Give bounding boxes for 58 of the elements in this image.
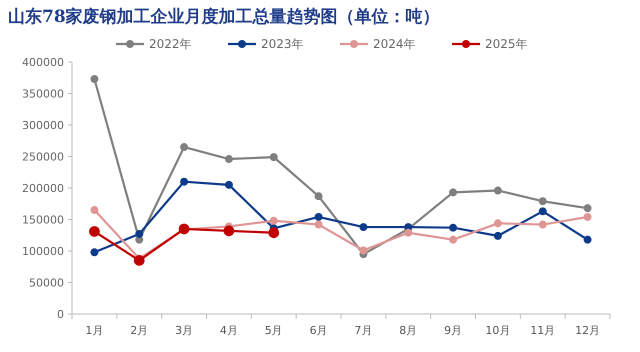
y-tick-label: 150000 bbox=[22, 213, 64, 226]
x-tick-label: 7月 bbox=[354, 324, 372, 337]
y-tick-label: 200000 bbox=[22, 182, 64, 195]
point bbox=[270, 216, 278, 225]
point bbox=[224, 226, 234, 236]
y-tick-label: 0 bbox=[57, 308, 64, 321]
point bbox=[268, 227, 280, 238]
point bbox=[538, 197, 547, 206]
y-tick-label: 100000 bbox=[22, 244, 64, 258]
point bbox=[584, 213, 592, 221]
legend-label: 2024年 bbox=[373, 37, 416, 52]
point bbox=[314, 220, 323, 229]
x-tick-label: 2月 bbox=[130, 324, 148, 337]
point bbox=[449, 188, 458, 196]
point bbox=[538, 220, 547, 229]
legend-label: 2023年 bbox=[261, 37, 304, 52]
point bbox=[314, 192, 323, 200]
x-tick-label: 4月 bbox=[220, 324, 238, 337]
point bbox=[134, 255, 145, 266]
y-tick-label: 400000 bbox=[22, 56, 64, 69]
point bbox=[584, 236, 592, 244]
point bbox=[90, 75, 98, 83]
y-tick-label: 250000 bbox=[22, 150, 64, 164]
y-tick-label: 50000 bbox=[29, 276, 64, 290]
point bbox=[89, 226, 100, 237]
point bbox=[449, 236, 458, 244]
point bbox=[314, 213, 323, 221]
x-tick-label: 9月 bbox=[444, 324, 462, 337]
point bbox=[135, 230, 144, 238]
point bbox=[270, 153, 278, 162]
point bbox=[359, 246, 368, 254]
point bbox=[494, 186, 502, 194]
chart-title: 山东78家废钢加工企业月度加工总量趋势图（单位：吨） bbox=[8, 7, 440, 27]
x-tick-label: 3月 bbox=[175, 324, 194, 337]
point bbox=[494, 232, 502, 240]
point bbox=[90, 248, 98, 256]
x-tick-label: 1月 bbox=[85, 324, 104, 337]
point bbox=[180, 178, 188, 186]
x-tick-label: 8月 bbox=[399, 324, 418, 337]
point bbox=[359, 223, 368, 232]
x-tick-label: 6月 bbox=[310, 324, 328, 337]
point bbox=[90, 206, 98, 214]
point bbox=[180, 143, 188, 152]
point bbox=[584, 204, 592, 212]
x-tick-label: 5月 bbox=[264, 324, 283, 337]
legend-label: 2025年 bbox=[485, 37, 528, 52]
y-tick-label: 350000 bbox=[22, 87, 64, 100]
point bbox=[224, 180, 233, 189]
x-tick-label: 12月 bbox=[575, 324, 600, 337]
y-tick-label: 300000 bbox=[22, 118, 64, 132]
x-tick-label: 10月 bbox=[485, 324, 510, 337]
point bbox=[224, 155, 233, 163]
x-tick-label: 11月 bbox=[530, 324, 556, 337]
point bbox=[494, 219, 502, 228]
point bbox=[449, 224, 458, 232]
legend-label: 2022年 bbox=[149, 37, 192, 52]
point bbox=[538, 207, 547, 216]
point bbox=[404, 228, 412, 237]
